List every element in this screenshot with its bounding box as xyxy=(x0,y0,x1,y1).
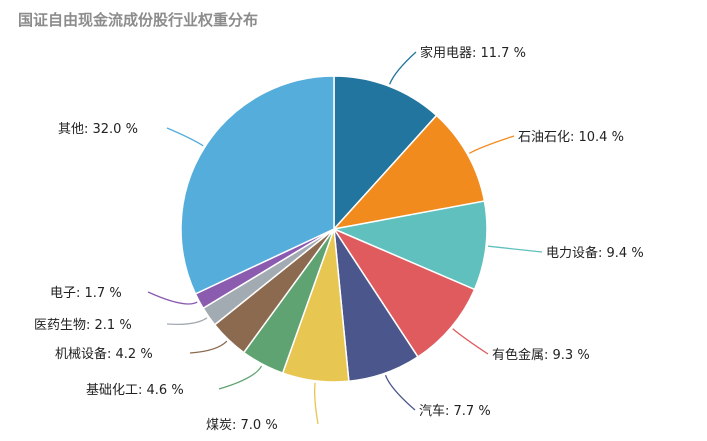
leader-line xyxy=(218,365,263,390)
slice-label: 电子: 1.7 % xyxy=(50,286,122,301)
slice-label: 家用电器: 11.7 % xyxy=(420,45,526,61)
pie-slice[interactable] xyxy=(180,75,335,295)
leader-line xyxy=(147,291,198,305)
leader-line xyxy=(388,51,417,85)
pie-slice[interactable] xyxy=(331,114,486,231)
slice-label: 其他: 32.0 % xyxy=(58,122,138,137)
slice-label: 煤炭: 7.0 % xyxy=(206,418,278,433)
leader-line xyxy=(166,127,204,147)
slice-label: 基础化工: 4.6 % xyxy=(86,383,184,398)
slice-label: 有色金属: 9.3 % xyxy=(492,347,590,363)
leader-line xyxy=(468,135,515,154)
leader-line xyxy=(384,374,416,411)
chart-title: 国证自由现金流成份股行业权重分布 xyxy=(18,11,259,29)
leader-line xyxy=(313,382,319,425)
slice-label: 汽车: 7.7 % xyxy=(419,403,491,419)
leader-line xyxy=(166,317,208,325)
leader-line xyxy=(189,340,228,354)
pie-slice[interactable] xyxy=(332,227,476,358)
slice-label: 电力设备: 9.4 % xyxy=(546,245,644,261)
leader-line xyxy=(487,245,543,253)
leader-line xyxy=(452,328,489,355)
slice-label: 石油石化: 10.4 % xyxy=(518,130,624,145)
pie-slice[interactable] xyxy=(331,200,488,291)
pie-slice[interactable] xyxy=(333,75,438,231)
slice-label: 机械设备: 4.2 % xyxy=(55,346,153,362)
slice-label: 医药生物: 2.1 % xyxy=(34,318,132,333)
